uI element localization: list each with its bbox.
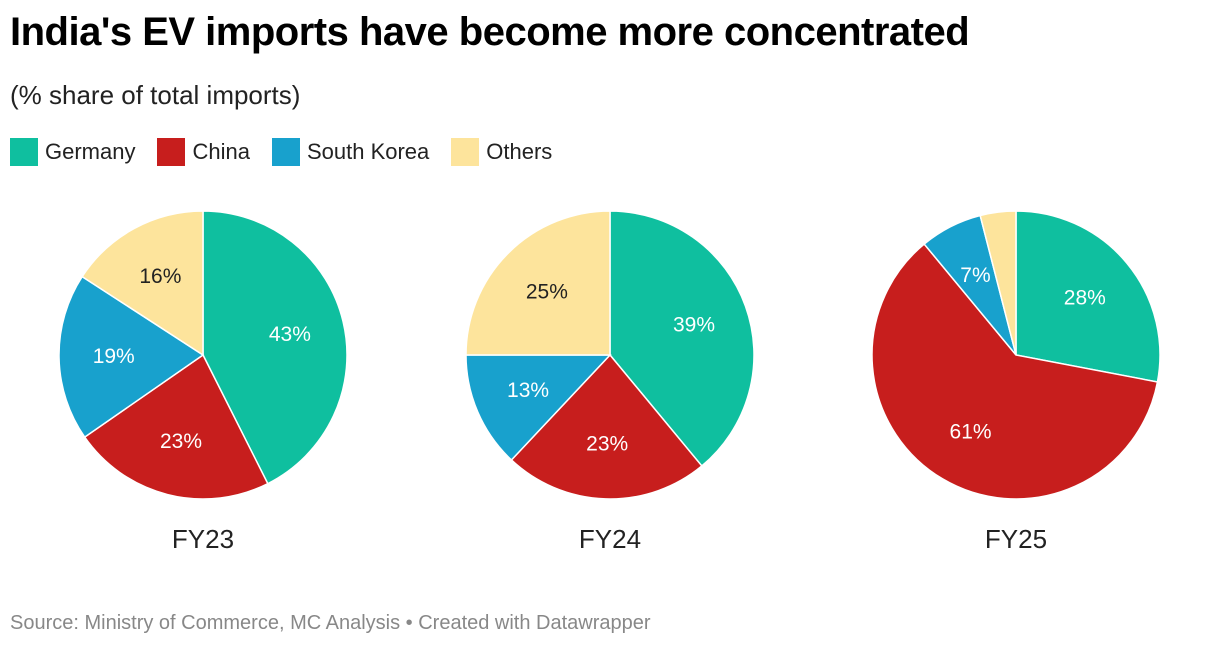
- slice-fy24-south-korea: [465, 354, 612, 462]
- slice-label-fy25-germany: 28%: [1064, 287, 1106, 310]
- slice-label-fy24-germany: 39%: [673, 313, 715, 336]
- legend-item-germany: Germany: [10, 138, 135, 166]
- legend-swatch-china: [157, 138, 186, 166]
- legend-item-others: Others: [451, 138, 552, 166]
- slice-label-fy24-others: 25%: [526, 280, 568, 303]
- legend-swatch-south-korea: [271, 138, 300, 166]
- legend: Germany China South Korea Others: [10, 138, 574, 166]
- slice-fy23-south-korea: [58, 275, 205, 439]
- slice-fy25-germany: [1015, 210, 1161, 383]
- slice-label-fy23-others: 16%: [139, 265, 181, 288]
- pie-fy24: 39% 23% 13% 25% FY24: [465, 210, 755, 554]
- slice-fy24-others: [465, 210, 611, 356]
- source-note: Source: Ministry of Commerce, MC Analysi…: [10, 612, 651, 634]
- legend-item-south-korea: South Korea: [271, 138, 430, 166]
- slice-fy24-china: [510, 353, 703, 500]
- legend-label-others: Others: [486, 139, 553, 164]
- pie-fy25: 28% 61% 7% FY25: [871, 210, 1161, 554]
- pie-charts: 43% 23% 19% 16% FY23 39% 23% 13% 25% FY24 28% 61% 7%…: [58, 210, 1161, 554]
- legend-item-china: China: [157, 138, 250, 166]
- slice-label-fy25-china: 61%: [950, 420, 992, 443]
- slice-fy23-china: [83, 353, 269, 500]
- pie-caption-fy24: FY24: [579, 524, 641, 554]
- chart-subtitle: (% share of total imports): [10, 80, 301, 110]
- legend-swatch-others: [451, 138, 480, 166]
- slice-fy23-germany: [202, 210, 348, 485]
- pie-caption-fy25: FY25: [985, 524, 1047, 554]
- slice-fy24-germany: [609, 210, 755, 468]
- legend-label-germany: Germany: [45, 139, 136, 164]
- slice-label-fy24-south-korea: 13%: [507, 379, 549, 402]
- pie-caption-fy23: FY23: [172, 524, 234, 554]
- slice-label-fy23-germany: 43%: [269, 323, 311, 346]
- chart-title: India's EV imports have become more conc…: [10, 10, 970, 54]
- slice-fy23-others: [81, 210, 204, 357]
- legend-swatch-germany: [10, 138, 38, 166]
- legend-label-south-korea: South Korea: [306, 139, 430, 164]
- slice-label-fy25-south-korea: 7%: [960, 264, 990, 287]
- slice-label-fy23-china: 23%: [160, 430, 202, 453]
- slice-label-fy24-china: 23%: [586, 433, 628, 456]
- legend-label-china: China: [192, 139, 250, 164]
- pie-fy23: 43% 23% 19% 16% FY23: [58, 210, 348, 554]
- slice-fy25-china: [871, 242, 1159, 500]
- slice-fy25-others: [979, 210, 1017, 356]
- slice-label-fy23-south-korea: 19%: [93, 345, 135, 368]
